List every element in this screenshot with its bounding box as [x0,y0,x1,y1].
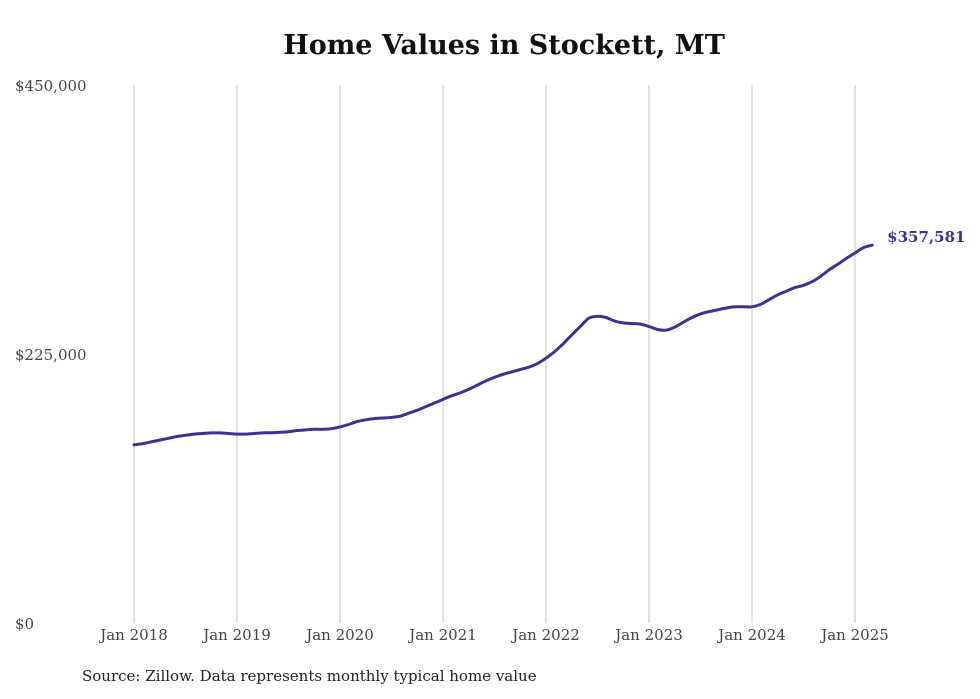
x-tick-label: Jan 2024 [716,626,786,644]
home-value-line [132,243,874,447]
x-tick-label: Jan 2023 [613,626,683,644]
y-tick-label: $225,000 [15,346,87,364]
y-tick-label: $450,000 [15,77,87,95]
source-note: Source: Zillow. Data represents monthly … [82,667,537,685]
x-tick-label: Jan 2018 [98,626,168,644]
x-tick-label: Jan 2020 [304,626,374,644]
chart-title: Home Values in Stockett, MT [283,30,725,61]
y-tick-label: $0 [15,615,34,633]
x-tick-label: Jan 2019 [201,626,271,644]
x-tick-label: Jan 2021 [407,626,477,644]
end-value-label: $357,581 [887,228,965,246]
x-tick-label: Jan 2025 [819,626,889,644]
x-tick-label: Jan 2022 [510,626,580,644]
